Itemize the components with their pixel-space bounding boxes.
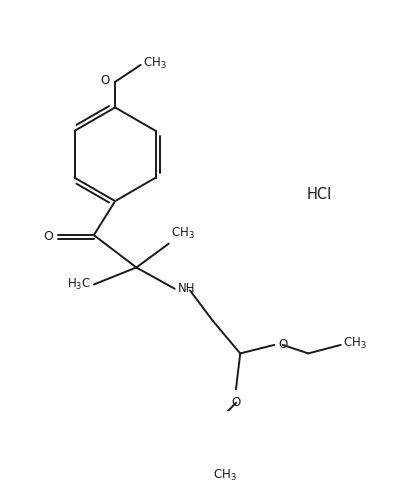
Text: CH$_3$: CH$_3$	[213, 468, 237, 480]
Text: CH$_3$: CH$_3$	[171, 226, 195, 241]
Text: O: O	[231, 396, 241, 409]
Text: O: O	[278, 338, 288, 351]
Text: O: O	[43, 230, 53, 243]
Text: HCl: HCl	[307, 187, 332, 202]
Text: CH$_3$: CH$_3$	[343, 336, 367, 351]
Text: O: O	[101, 74, 110, 87]
Text: NH: NH	[178, 282, 195, 295]
Text: H$_3$C: H$_3$C	[67, 277, 91, 292]
Text: CH$_3$: CH$_3$	[143, 56, 167, 71]
